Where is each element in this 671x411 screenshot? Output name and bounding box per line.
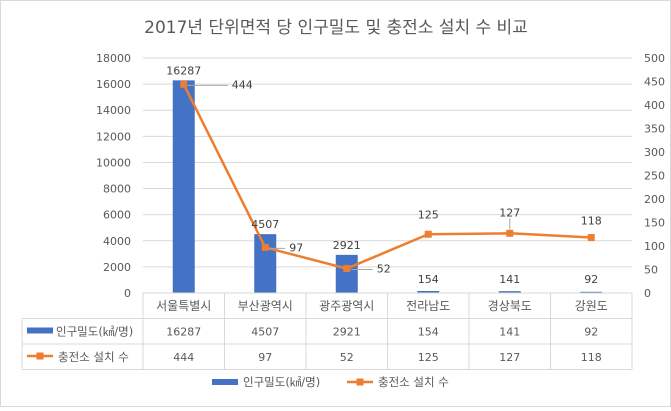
- line-marker-4: [506, 229, 514, 237]
- bar-data-label: 4507: [251, 218, 279, 231]
- line-marker-0: [180, 80, 188, 88]
- line-data-label: 97: [289, 241, 303, 254]
- left-axis: 0 2000 4000 6000 8000 10000 12000 14000 16000 180…: [96, 52, 131, 300]
- left-axis-tick-label: 14000: [96, 104, 131, 117]
- table-cell: 141: [499, 326, 520, 339]
- bar-4: [498, 291, 521, 293]
- data-labels: 16287 4507 2921 154 141 92 444 97 52 125 127 118: [166, 64, 602, 286]
- bar-data-label: 92: [584, 273, 598, 286]
- bar-2: [335, 254, 358, 293]
- right-axis-tick-label: 100: [644, 240, 665, 253]
- category-label: 광주광역시: [319, 299, 374, 313]
- category-label: 부산광역시: [238, 299, 293, 313]
- legend: 인구밀도(㎢/명) 충전소 설치 수: [212, 375, 449, 389]
- table-cell: 444: [173, 351, 194, 364]
- left-axis-tick-label: 10000: [96, 156, 131, 169]
- legend-line-key-marker: [356, 378, 364, 386]
- left-axis-tick-label: 8000: [103, 183, 131, 196]
- left-axis-tick-label: 18000: [96, 52, 131, 65]
- category-label: 경상북도: [488, 299, 532, 313]
- right-axis: 0 50 100 150 200 250 300 350 400 450 500: [644, 52, 665, 300]
- bar-1: [254, 234, 277, 293]
- bar-data-label: 154: [418, 273, 439, 286]
- category-label: 서울특별시: [156, 299, 211, 313]
- legend-label: 인구밀도(㎢/명): [243, 375, 320, 389]
- line-data-label: 52: [377, 263, 391, 276]
- table-cell: 92: [584, 326, 598, 339]
- category-label: 전라남도: [406, 299, 450, 313]
- table-cell: 154: [418, 326, 439, 339]
- line-data-label: 127: [499, 206, 520, 219]
- table-cell: 52: [340, 351, 354, 364]
- right-axis-tick-label: 150: [644, 217, 665, 230]
- line-path: [182, 83, 592, 270]
- line-data-label: 444: [232, 78, 253, 91]
- right-axis-tick-label: 300: [644, 146, 665, 159]
- right-axis-tick-label: 50: [644, 264, 658, 277]
- line-data-label: 125: [418, 208, 439, 221]
- category-label: 강원도: [575, 299, 608, 313]
- line-series: [180, 80, 595, 273]
- bar-0: [172, 80, 195, 293]
- bar-3: [417, 290, 440, 293]
- table-cell: 2921: [333, 326, 361, 339]
- bar-data-label: 2921: [333, 239, 361, 252]
- table-cell: 125: [418, 351, 439, 364]
- left-axis-tick-label: 0: [124, 287, 131, 300]
- left-axis-tick-label: 4000: [103, 235, 131, 248]
- right-axis-tick-label: 500: [644, 52, 665, 65]
- right-axis-tick-label: 200: [644, 193, 665, 206]
- table-line-key-marker: [36, 352, 44, 360]
- table-bar-key: [27, 327, 53, 334]
- line-marker-3: [424, 230, 432, 238]
- line-data-label: 118: [581, 215, 602, 228]
- table-row-label: 인구밀도(㎢/명): [56, 325, 133, 339]
- line-marker-5: [587, 234, 595, 242]
- bar-5: [580, 291, 603, 293]
- table-row-label: 충전소 설치 수: [58, 350, 129, 364]
- line-marker-1: [261, 243, 269, 251]
- line-marker-2: [343, 265, 351, 273]
- table-cell: 127: [499, 351, 520, 364]
- left-axis-tick-label: 6000: [103, 209, 131, 222]
- right-axis-tick-label: 400: [644, 99, 665, 112]
- table-cell: 4507: [251, 326, 279, 339]
- right-axis-tick-label: 350: [644, 123, 665, 136]
- left-axis-tick-label: 16000: [96, 78, 131, 91]
- chart-title: 2017년 단위면적 당 인구밀도 및 충전소 설치 수 비교: [144, 18, 528, 38]
- right-axis-tick-label: 450: [644, 76, 665, 89]
- right-axis-tick-label: 0: [644, 287, 651, 300]
- table-cell: 97: [258, 351, 272, 364]
- table-cell: 16287: [166, 326, 201, 339]
- legend-label: 충전소 설치 수: [378, 375, 449, 389]
- bar-data-label: 16287: [166, 64, 201, 77]
- bar-data-label: 141: [499, 273, 520, 286]
- left-axis-tick-label: 2000: [103, 261, 131, 274]
- left-axis-tick-label: 12000: [96, 130, 131, 143]
- legend-bar-key: [212, 379, 238, 385]
- table-cell: 118: [581, 351, 602, 364]
- right-axis-tick-label: 250: [644, 170, 665, 183]
